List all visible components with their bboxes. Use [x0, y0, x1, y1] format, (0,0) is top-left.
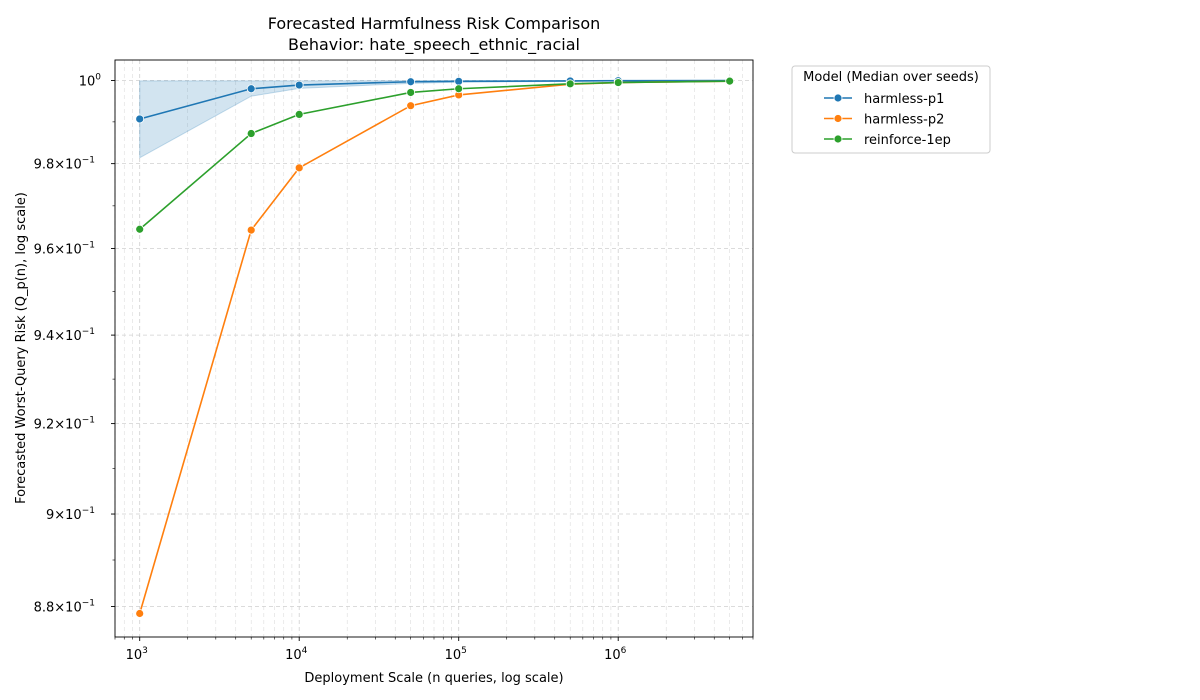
x-tick-label: 104: [285, 646, 308, 663]
x-tick-label: 106: [604, 646, 627, 663]
legend-marker: [833, 93, 843, 103]
y-axis-label: Forecasted Worst-Query Risk (Q_p(n), log…: [14, 192, 29, 504]
data-point: [613, 78, 623, 87]
grid: [114, 60, 754, 637]
data-point: [454, 84, 464, 94]
legend-marker: [833, 134, 843, 144]
series-line: [139, 80, 730, 230]
data-point: [135, 609, 145, 618]
legend-item-harmless-p1: harmless-p1: [824, 92, 944, 107]
legend-marker: [833, 114, 843, 123]
y-tick-label: 9.8×10−1: [34, 156, 95, 173]
data-point: [246, 84, 256, 94]
data-point: [406, 88, 416, 97]
data-point: [406, 101, 416, 111]
x-tick-label: 105: [445, 646, 467, 663]
y-tick-label: 9.4×10−1: [34, 327, 95, 344]
data-point: [135, 114, 145, 124]
confidence-band-layer: [139, 80, 731, 159]
y-tick-label: 9.6×10−1: [34, 240, 95, 257]
data-point: [294, 80, 304, 90]
legend-items: harmless-p1 harmless-p2 reinforce-1ep: [824, 92, 951, 148]
data-point: [565, 79, 575, 89]
y-axis-ticks: 8.8×10−1 9×10−1 9.2×10−1 9.4×10−1 9.6×10−1 9.…: [34, 73, 115, 615]
x-axis-ticks: 103 104 105 106: [114, 637, 754, 663]
y-tick-label: 100: [79, 73, 102, 90]
data-point: [725, 76, 735, 86]
series-line: [138, 80, 730, 614]
legend-item-reinforce-1ep: reinforce-1ep: [824, 133, 951, 148]
legend-label: harmless-p2: [864, 113, 944, 128]
series-layer: [135, 76, 735, 618]
y-tick-label: 9.2×10−1: [34, 416, 95, 433]
series-line: [139, 79, 730, 120]
y-tick-label: 8.8×10−1: [34, 598, 95, 615]
data-point: [294, 109, 304, 119]
legend-item-harmless-p2: harmless-p2: [824, 113, 944, 128]
legend: Model (Median over seeds) harmless-p1har…: [791, 65, 991, 154]
data-point: [246, 225, 256, 235]
chart-subtitle: Behavior: hate_speech_ethnic_racial: [288, 35, 580, 55]
y-tick-label: 9×10−1: [46, 506, 95, 523]
data-point: [406, 77, 416, 87]
series-reinforce-1ep: [135, 76, 735, 234]
chart-title: Forecasted Harmfulness Risk Comparison: [268, 14, 601, 33]
data-point: [246, 129, 256, 138]
legend-frame: [791, 65, 991, 154]
data-point: [454, 76, 464, 86]
confidence-band-harmless-p1: [139, 80, 731, 159]
series-harmless-p2: [135, 76, 735, 618]
legend-label: harmless-p1: [864, 92, 944, 107]
legend-label: reinforce-1ep: [864, 133, 951, 148]
x-axis-label: Deployment Scale (n queries, log scale): [304, 671, 563, 686]
legend-title: Model (Median over seeds): [803, 70, 979, 85]
x-tick-label: 103: [126, 646, 148, 663]
data-point: [294, 163, 304, 173]
data-point: [135, 224, 145, 234]
